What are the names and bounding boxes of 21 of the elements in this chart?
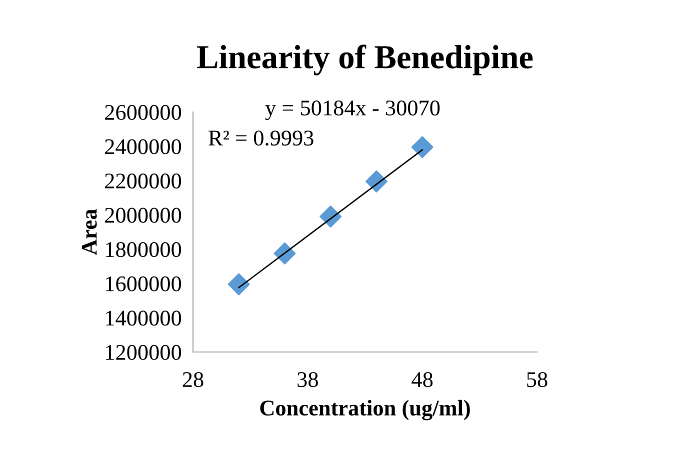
y-tick-label: 1600000 (106, 276, 182, 292)
y-tick-label: 2200000 (105, 174, 182, 188)
y-tick-label: 1800000 (106, 242, 182, 258)
point (274, 242, 296, 264)
x-tick-label: 28 (182, 372, 204, 388)
x-axis-title: Concentration (ug/ml) (260, 400, 470, 420)
x-tick-label: 38 (298, 372, 318, 388)
y-tick-label: 2000000 (105, 208, 182, 223)
y-tick-label: 2600000 (105, 104, 182, 120)
chart-title: Linearity of Benedipine (197, 44, 533, 76)
y-tick-label: 1400000 (106, 310, 182, 326)
y-tick-label: 2400000 (105, 139, 182, 154)
y-tick-label: 1200000 (106, 344, 182, 360)
point (411, 136, 434, 158)
point (228, 273, 250, 296)
point (320, 206, 342, 228)
annotation: y = 50184x - 30070 (265, 100, 440, 120)
annotation: R² = 0.9993 (208, 130, 314, 146)
x-tick-label: 58 (527, 372, 548, 388)
y-axis-title: Area (82, 209, 97, 256)
x-tick-label: 48 (412, 372, 433, 388)
